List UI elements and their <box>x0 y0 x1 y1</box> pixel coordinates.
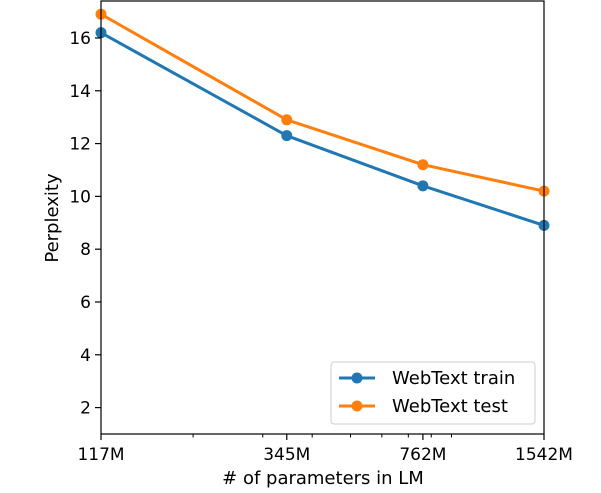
x-tick-label: 345M <box>263 445 310 465</box>
plot-area: 2 4 6 8 10 12 14 16 117M 345M 762M 1542M <box>69 0 573 465</box>
x-axis-label: # of parameters in LM <box>222 468 424 489</box>
legend: WebText train WebText test <box>330 361 536 425</box>
y-tick-label: 2 <box>80 399 91 419</box>
axes-frame <box>100 0 545 435</box>
y-tick-label: 16 <box>69 29 91 49</box>
x-tick-label: 117M <box>77 445 124 465</box>
y-tick-label: 12 <box>69 135 91 155</box>
legend-label-train: WebText train <box>392 368 515 389</box>
data-point-1-2 <box>417 159 429 171</box>
y-tick-label: 6 <box>80 293 91 313</box>
y-tick-label: 10 <box>69 187 91 207</box>
data-point-1-1 <box>281 114 293 126</box>
legend-marker-train <box>351 372 363 384</box>
series-line-1 <box>99 12 546 193</box>
legend-marker-test <box>351 400 363 412</box>
x-tick-label: 1542M <box>515 445 573 465</box>
series-line-0 <box>99 31 546 227</box>
data-point-0-1 <box>281 130 293 142</box>
y-tick-label: 4 <box>80 346 91 366</box>
x-tick-label: 762M <box>399 445 446 465</box>
y-tick-label: 8 <box>80 240 91 260</box>
data-point-0-2 <box>417 180 429 192</box>
legend-label-test: WebText test <box>392 396 508 417</box>
y-tick-label: 14 <box>69 82 91 102</box>
y-axis-label: Perplexity <box>42 173 63 263</box>
legend-frame <box>330 361 536 425</box>
